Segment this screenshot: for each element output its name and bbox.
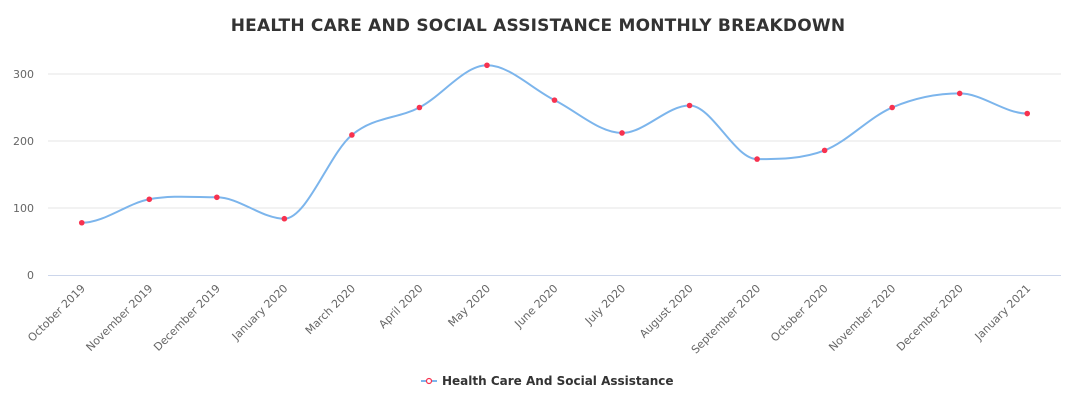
data-point[interactable] (956, 90, 963, 97)
series-markers (78, 62, 1031, 226)
data-point[interactable] (551, 97, 558, 103)
y-tick-label: 100 (13, 202, 34, 215)
y-tick-label: 0 (27, 269, 34, 282)
series-line[interactable] (81, 64, 1028, 224)
data-point[interactable] (214, 194, 220, 201)
data-point[interactable] (821, 147, 828, 154)
gridlines (48, 73, 1061, 209)
x-tick-label: January 2021 (972, 282, 1034, 344)
x-tick-label: October 2020 (768, 282, 831, 345)
data-point[interactable] (484, 62, 490, 69)
x-tick-label: September 2020 (689, 282, 763, 356)
data-point[interactable] (349, 132, 355, 138)
x-tick-label: November 2020 (826, 282, 898, 354)
legend-label: Health Care And Social Assistance (442, 374, 674, 388)
data-point[interactable] (1024, 110, 1031, 117)
x-tick-label: October 2019 (25, 282, 88, 345)
legend[interactable]: Health Care And Social Assistance (421, 374, 674, 388)
x-tick-label: December 2020 (894, 282, 966, 354)
data-point[interactable] (889, 104, 895, 111)
x-tick-label: June 2020 (512, 282, 561, 331)
y-tick-label: 300 (13, 68, 34, 81)
data-point[interactable] (281, 215, 288, 222)
x-tick-label: January 2020 (229, 282, 291, 344)
data-point[interactable] (146, 196, 153, 203)
data-point[interactable] (619, 130, 625, 136)
data-point[interactable] (78, 219, 85, 226)
x-tick-label: August 2020 (637, 282, 696, 341)
y-axis-ticks: 0 100 200 300 (13, 68, 34, 282)
data-point[interactable] (416, 104, 423, 111)
legend-marker-icon (425, 377, 433, 385)
x-tick-label: April 2020 (376, 282, 425, 331)
x-tick-label: May 2020 (446, 282, 494, 330)
chart-title: HEALTH CARE AND SOCIAL ASSISTANCE MONTHL… (231, 16, 846, 36)
x-tick-label: July 2020 (582, 282, 628, 328)
x-tick-label: November 2019 (83, 282, 155, 354)
data-point[interactable] (754, 156, 760, 162)
x-tick-label: March 2020 (303, 282, 358, 337)
x-tick-label: December 2019 (151, 282, 223, 354)
data-point[interactable] (686, 102, 693, 109)
y-tick-label: 200 (13, 135, 34, 148)
